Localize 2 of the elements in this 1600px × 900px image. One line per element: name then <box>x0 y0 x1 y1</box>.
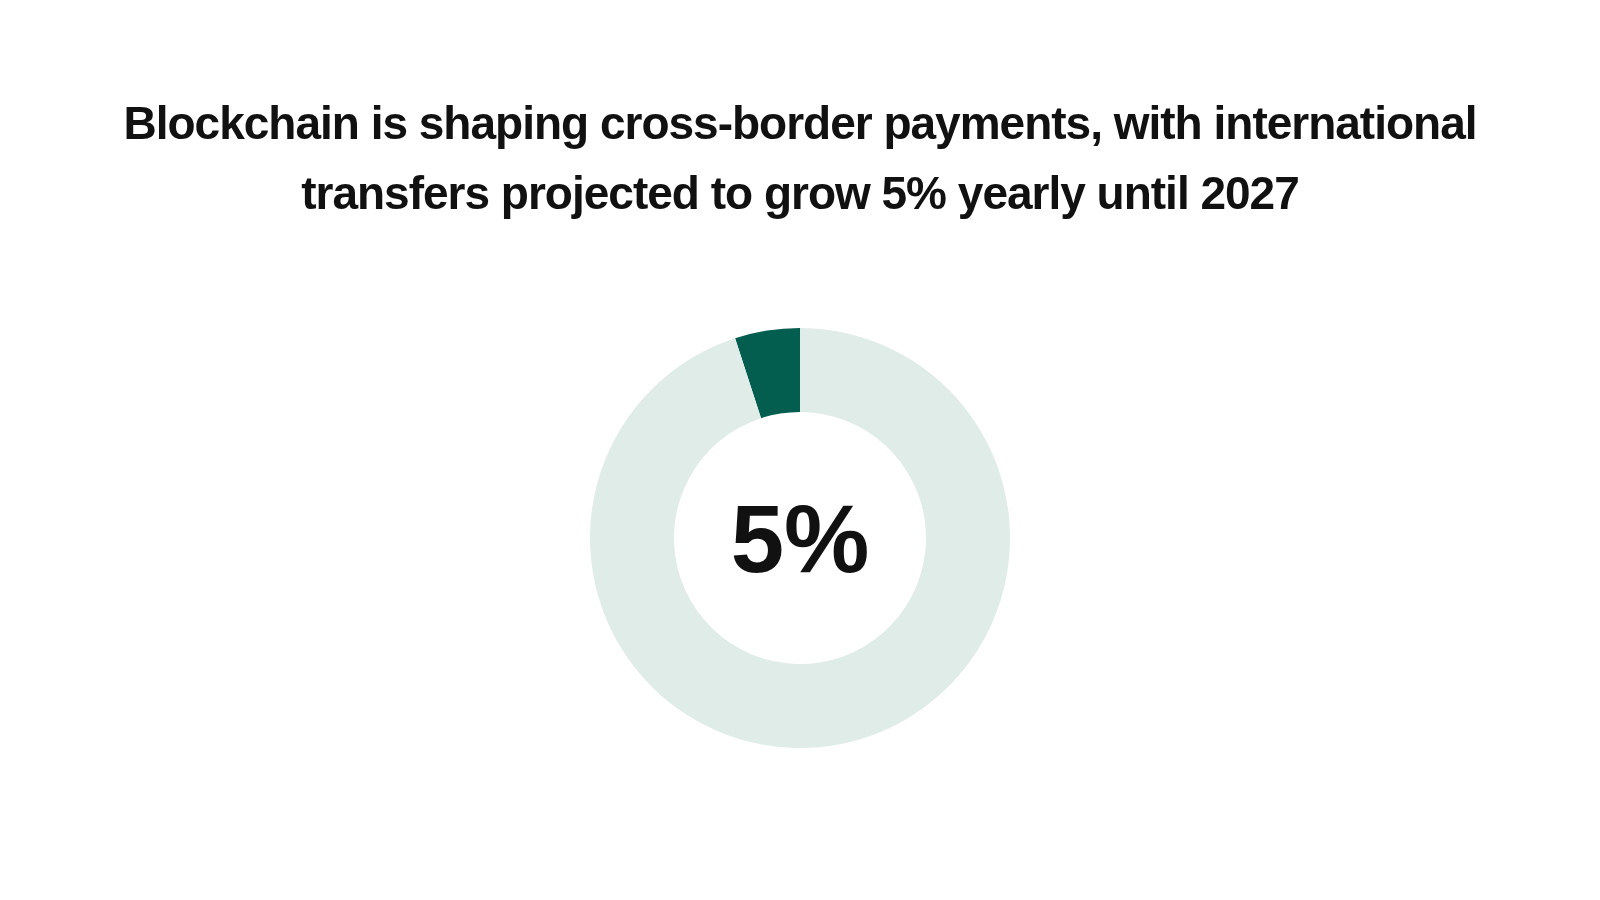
text: 5% <box>730 485 870 593</box>
chart-title: Blockchain is shaping cross-border payments, with international transfers projected to grow 5% yearly until 2027 <box>122 96 1478 221</box>
